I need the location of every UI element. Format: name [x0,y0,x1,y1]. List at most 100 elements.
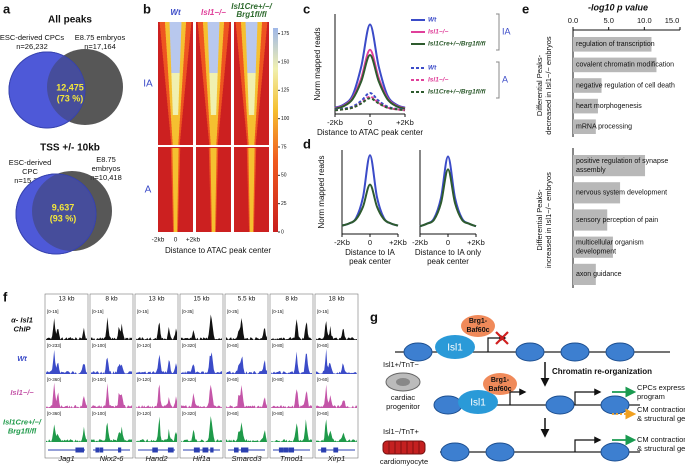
heatmap-band [209,70,218,73]
gene-exon [118,447,122,453]
x-tick-label: 10.0 [637,16,652,25]
bracket [496,61,500,99]
signal-track [46,424,87,442]
gene-exon [99,447,104,453]
signal-track [271,351,312,374]
signal-track [91,422,132,442]
heatmap-band [172,172,179,175]
heatmap-band [248,163,255,166]
signal-track [271,389,312,408]
heatmap-band [210,178,217,181]
complex-label: Baf60c [489,386,512,393]
heatmap-band [210,100,217,103]
heatmap-band [248,94,255,97]
bracket-label: IA [502,26,511,36]
signal-track [226,422,267,442]
heatmap-column-label: Brg1fl/fl [236,10,267,19]
track-label: Isl1Cre+/−/ [3,417,42,426]
x-axis-label: peak center [349,257,391,266]
heatmap-band [172,181,179,184]
heatmap-band [249,226,254,229]
cell-label: cardiac [391,393,415,402]
heatmap-band [209,73,218,76]
heatmap-band [209,85,218,88]
heatmap-band [247,121,256,124]
transition-label: Chromatin re-organization [552,367,652,376]
track-range: [0-80] [272,343,284,348]
heatmap-band [245,31,258,34]
bar [573,155,646,177]
signal-track [91,383,132,408]
panel-letter: c [303,1,310,16]
track-range: [0-320] [182,343,196,348]
track-range: [0-360] [47,411,61,416]
heatmap-band [209,82,218,85]
heatmap-band [246,115,257,118]
heatmap-band [209,88,218,91]
heatmap-band [208,49,219,52]
venn-overlap [15,173,97,255]
track-range: [0-15] [92,309,104,314]
gene-name: Smarcd3 [231,454,262,463]
track-label: Isl1−/− [10,388,34,397]
heatmap-band [245,22,258,25]
track-range: [0-80] [272,377,284,382]
venn-set-label: ESC-derived CPCs [0,33,64,42]
heatmap-band [248,109,255,112]
bar-label: nervous system development [576,190,667,197]
track-scale: 15 kb [194,296,210,303]
venn-set-label: n=15,372 [14,176,46,185]
bar-label: sensory perception of pain [576,217,658,224]
output-label: & structural genes [637,444,685,453]
heatmap-band [246,61,257,64]
panel-letter: f [3,289,8,304]
heatmap-band [171,130,180,133]
output-label: program [637,392,665,401]
heatmap-band [170,115,181,118]
line-series [341,183,399,227]
heatmap-band [207,31,220,34]
heatmap-band [173,220,178,223]
venn-set-label: n=17,164 [84,42,116,51]
colorbar-tick-label: 125 [281,88,290,94]
track-range: [0-100] [92,411,106,416]
x-tick-label: -2Kb [412,238,428,247]
gene-name: Jag1 [57,454,74,463]
heatmap-band [248,112,255,115]
marker-label: Isl1+/TnT− [383,360,419,369]
heatmap-band [249,205,254,208]
heatmap-band [249,196,254,199]
heatmap-band [171,70,180,73]
heatmap-band [211,208,216,211]
heatmap-band [248,178,255,181]
x-tick-label: 0 [446,238,450,247]
heatmap-band [172,157,179,160]
heatmap-band [208,37,219,40]
bar-label: positive regulation of synapse assembly [576,158,668,174]
heatmap-band [210,91,217,94]
track-range: [0-15] [47,309,59,314]
colorbar-tick-label: 175 [281,31,290,37]
heatmap-band [170,49,181,52]
track-range: [0-100] [92,377,106,382]
heatmap-band [249,202,254,205]
heatmap-band [211,187,216,190]
colorbar-tick-label: 150 [281,59,290,65]
gene-exon [233,447,239,453]
heatmap-band [209,124,218,127]
heatmap-band [211,226,216,229]
legend-label: Wt [428,65,437,72]
heatmap-band [207,25,220,28]
heatmap-band [210,103,217,106]
heatmap-band [207,22,220,25]
heatmap-band [246,37,257,40]
heatmap-band [211,223,216,226]
heatmap-band [210,166,217,169]
heatmap-band [248,106,255,109]
bar-label: multicellular organism development [576,240,644,256]
mechanism-diagram: Brg1- Baf60c Isl1 Chromatin re-organizat… [380,315,685,466]
heatmap-band [208,46,219,49]
heatmap-band [248,133,255,136]
track-range: [0-60] [317,411,329,416]
